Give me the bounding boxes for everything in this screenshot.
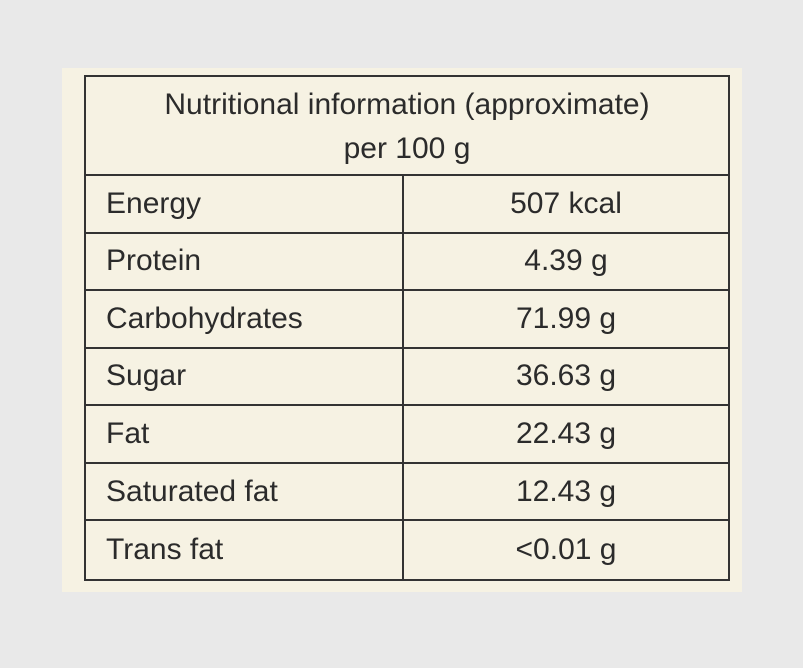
- title: Nutritional information (approximate): [164, 88, 650, 121]
- table-row: Energy 507 kcal: [86, 176, 728, 234]
- nutrient-amount: 4.39 g: [402, 233, 728, 290]
- nutrient-amount: <0.01 g: [402, 521, 728, 579]
- nutrient-amount: 71.99 g: [402, 291, 728, 347]
- table-row: Saturated fat 12.43 g: [86, 463, 728, 522]
- nutrient-name: Saturated fat: [106, 474, 278, 508]
- subtitle: per 100 g: [343, 132, 471, 165]
- nutrient-amount: 36.63 g: [402, 348, 728, 405]
- table-row: Protein 4.39 g: [86, 233, 728, 292]
- nutrient-name: Energy: [106, 186, 202, 220]
- table-row: Sugar 36.63 g: [86, 348, 728, 407]
- nutrient-amount: 12.43 g: [402, 463, 728, 520]
- table-row: Carbohydrates 71.99 g: [86, 291, 728, 349]
- nutrient-name: Sugar: [106, 359, 187, 393]
- nutrient-name: Carbohydrates: [106, 301, 303, 335]
- table-row: Trans fat <0.01 g: [86, 521, 728, 579]
- table-row: Fat 22.43 g: [86, 406, 728, 464]
- nutrient-amount: 22.43 g: [402, 406, 728, 462]
- nutrition-table: Nutritional information (approximate) pe…: [84, 75, 730, 581]
- nutrient-name: Fat: [106, 417, 150, 451]
- table-header: Nutritional information (approximate) pe…: [86, 77, 728, 176]
- nutrient-amount: 507 kcal: [402, 176, 728, 232]
- nutrient-name: Trans fat: [106, 533, 224, 567]
- nutrient-name: Protein: [106, 244, 202, 278]
